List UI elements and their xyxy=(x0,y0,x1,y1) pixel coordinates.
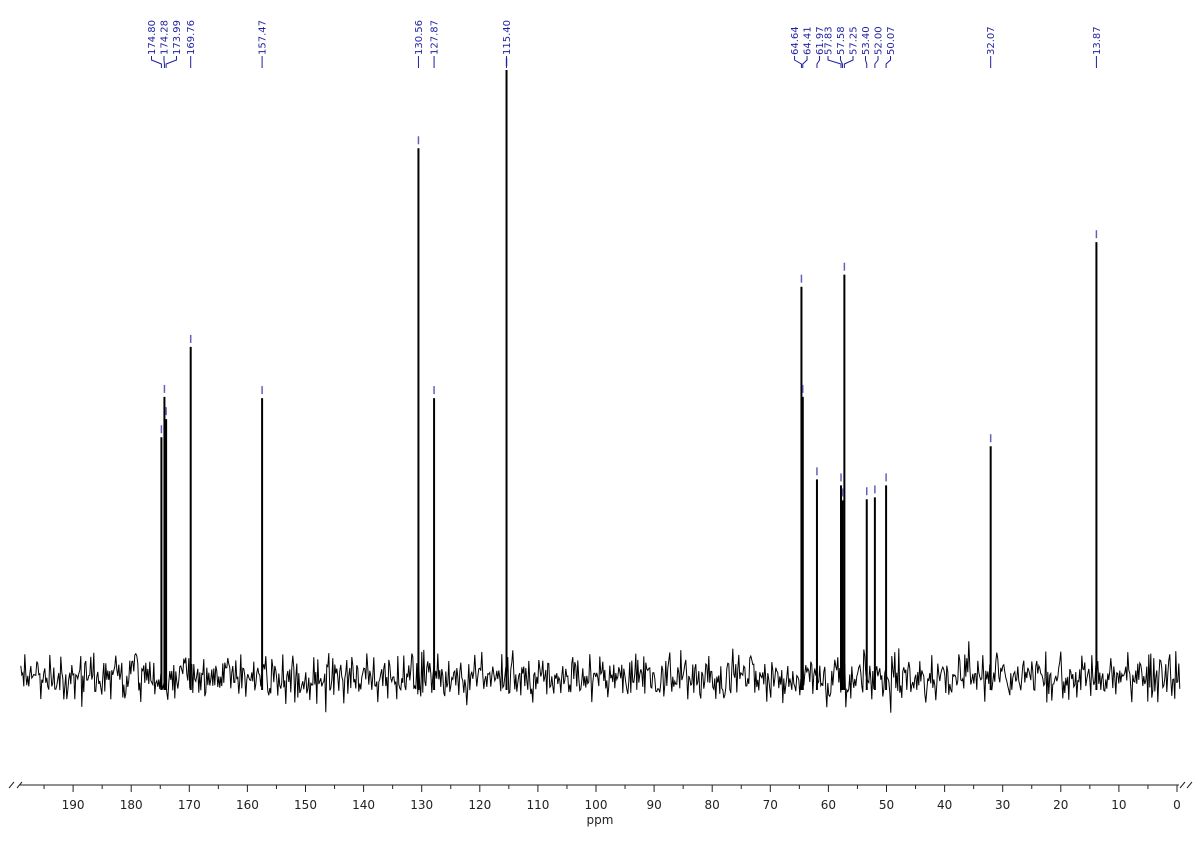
x-tick-label: 70 xyxy=(763,798,778,812)
peak-label: 50.07 xyxy=(886,26,897,55)
x-tick-label: 170 xyxy=(178,798,201,812)
x-tick-label: 0 xyxy=(1173,798,1181,812)
label-leader xyxy=(166,56,176,68)
x-axis-label: ppm xyxy=(587,813,614,827)
axis-break-right xyxy=(1180,782,1185,788)
label-leader xyxy=(828,56,841,68)
peak-label: 174.28 xyxy=(159,20,170,55)
x-tick-label: 50 xyxy=(879,798,894,812)
peak-label: 127.87 xyxy=(430,20,441,55)
peak-label: 57.25 xyxy=(849,26,860,55)
label-leader xyxy=(803,56,807,68)
x-tick-label: 80 xyxy=(705,798,720,812)
x-tick-label: 190 xyxy=(62,798,85,812)
label-leader xyxy=(151,56,161,68)
label-leader xyxy=(844,56,853,68)
x-tick-label: 30 xyxy=(995,798,1010,812)
peak-label: 57.83 xyxy=(824,26,835,55)
peak-label: 115.40 xyxy=(502,20,513,55)
peak-label: 64.64 xyxy=(790,26,801,55)
baseline-noise xyxy=(21,641,1180,712)
x-tick-label: 60 xyxy=(821,798,836,812)
x-tick-label: 160 xyxy=(236,798,259,812)
noise-trace xyxy=(21,641,1180,712)
x-tick-label: 180 xyxy=(120,798,143,812)
peak-label: 169.76 xyxy=(186,20,197,55)
peak-label: 173.99 xyxy=(172,20,183,55)
peaks xyxy=(161,58,1096,690)
x-tick-label: 110 xyxy=(526,798,549,812)
x-tick-label: 100 xyxy=(585,798,608,812)
peak-label: 157.47 xyxy=(258,20,269,55)
x-tick-label: 130 xyxy=(410,798,433,812)
x-tick-label: 140 xyxy=(352,798,375,812)
peak-label: 32.07 xyxy=(986,26,997,55)
peak-label: 64.41 xyxy=(803,26,814,55)
label-leader xyxy=(875,56,878,68)
x-tick-label: 20 xyxy=(1053,798,1068,812)
axis-break-left xyxy=(9,782,14,788)
peak-label: 52.00 xyxy=(874,26,885,55)
peak-label: 57.58 xyxy=(836,26,847,55)
x-tick-label: 10 xyxy=(1111,798,1126,812)
peak-label: 174.80 xyxy=(147,20,158,55)
peak-label: 130.56 xyxy=(414,20,425,55)
label-leader xyxy=(886,56,890,68)
x-tick-label: 40 xyxy=(937,798,952,812)
label-leader xyxy=(866,56,867,68)
peak-label: 53.40 xyxy=(861,26,872,55)
x-tick-label: 120 xyxy=(468,798,491,812)
x-tick-label: 150 xyxy=(294,798,317,812)
label-leader xyxy=(817,56,820,68)
label-leader xyxy=(795,56,802,68)
peak-label: 13.87 xyxy=(1092,26,1103,55)
x-tick-label: 90 xyxy=(646,798,661,812)
axis-break-right xyxy=(1187,782,1192,788)
